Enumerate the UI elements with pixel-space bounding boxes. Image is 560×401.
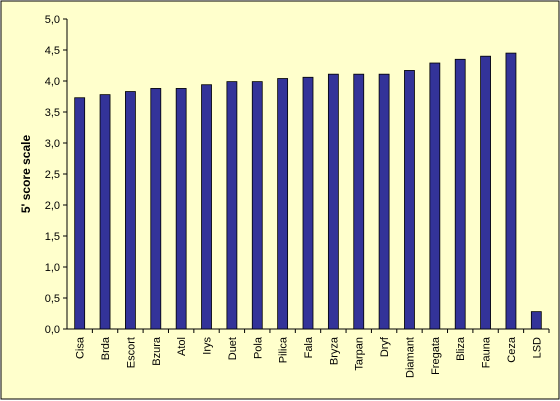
y-tick-label: 1,0 (45, 262, 60, 274)
x-tick-label: Pola (252, 336, 264, 359)
bar-ceza (505, 52, 517, 330)
y-tick-label: 4,0 (45, 76, 60, 88)
bar-bryza (327, 73, 339, 330)
bar-tarpan (353, 73, 365, 330)
y-tick-labels: 0,0 0,5 1,0 1,5 2,0 2,5 3,0 3,5 4,0 4,5 5,0 (45, 14, 60, 336)
x-tick-label: Bliza (455, 336, 467, 361)
bar-fauna (480, 55, 491, 330)
bar-pola (251, 81, 263, 330)
bar-pilica (277, 78, 289, 330)
y-tick-label: 0,0 (45, 324, 60, 336)
x-tick-label: Duet (227, 337, 239, 360)
y-tick-label: 0,5 (45, 293, 60, 305)
y-axis-title-group: 5' score scale (19, 135, 33, 214)
y-tick-label: 2,5 (45, 169, 60, 181)
x-tick-label: Diamant (404, 337, 416, 378)
x-tick-label: Fregata (430, 336, 442, 375)
bar-bliza (454, 58, 466, 330)
x-tick-label: Bryza (328, 336, 340, 365)
bar-atol (175, 88, 187, 330)
bars (74, 52, 542, 330)
bar-brda (99, 94, 111, 330)
y-tick-label: 3,0 (45, 138, 60, 150)
bar-dryf (378, 73, 390, 330)
y-tick-label: 4,5 (45, 45, 60, 57)
bar-fala (302, 76, 314, 330)
x-tick-label: Atol (176, 337, 188, 356)
x-tick-labels: Cisa Brda Escort Bzura Atol Irys Duet Pola Pilic… (75, 336, 544, 378)
bar-bzura (150, 88, 162, 330)
x-tick-label: Escort (125, 337, 137, 368)
bar-duet (226, 81, 238, 330)
x-tick-label: Ceza (506, 336, 518, 363)
y-axis-title: 5' score scale (19, 135, 33, 214)
x-tick-label: LSD (531, 337, 543, 358)
bar-escort (125, 91, 136, 330)
x-tick-label: Fala (303, 336, 315, 358)
x-tick-label: Cisa (75, 336, 87, 359)
x-tick-label: Bzura (151, 336, 163, 366)
y-tick-label: 5,0 (45, 14, 60, 26)
x-tick-label: Dryf (379, 336, 391, 357)
y-tick-label: 3,5 (45, 107, 60, 119)
y-tick-label: 2,0 (45, 200, 60, 212)
x-tick-label: Fauna (481, 336, 493, 368)
y-tick-label: 1,5 (45, 231, 60, 243)
bar-lsd (530, 311, 542, 330)
x-tick-label: Tarpan (354, 337, 366, 371)
bar-irys (201, 84, 212, 330)
x-tick-label: Brda (100, 336, 112, 360)
bar-cisa (74, 97, 86, 330)
bar-diamant (404, 70, 415, 330)
x-tick-label: Pilica (278, 336, 290, 363)
bar-fregata (429, 62, 441, 330)
x-tick-label: Irys (202, 337, 214, 355)
